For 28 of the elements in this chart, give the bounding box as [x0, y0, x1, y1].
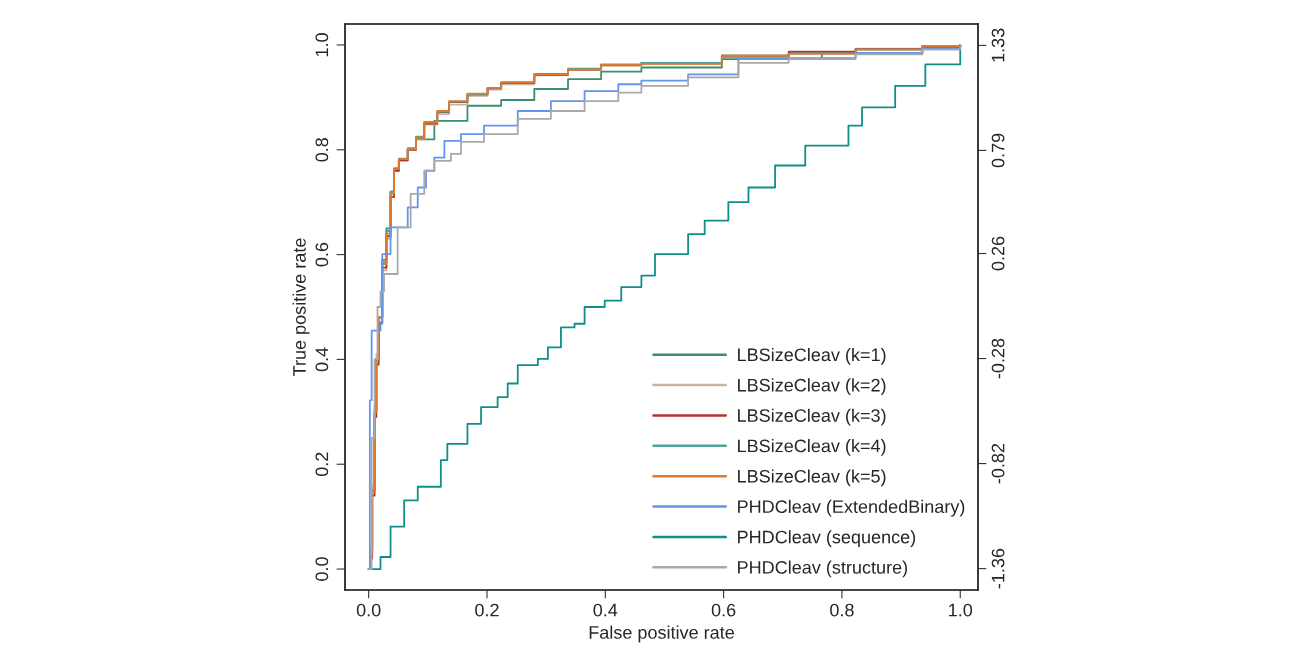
y-tick-label: 0.0: [315, 557, 329, 581]
y2-tick-label: -0.82: [991, 443, 1005, 484]
legend-label: LBSizeCleav (k=4): [738, 439, 886, 456]
x-tick-label: 0.2: [475, 603, 499, 617]
y2-tick-label: 0.26: [991, 236, 1005, 271]
x-axis-title: False positive rate: [589, 625, 734, 643]
legend-label: LBSizeCleav (k=3): [738, 408, 886, 426]
x-tick-label: 0.4: [593, 603, 618, 617]
legend-label: LBSizeCleav (k=2): [738, 378, 886, 396]
x-tick-label: 1.0: [949, 603, 973, 617]
y2-tick-label: 0.79: [991, 133, 1005, 168]
y-tick-label: 1.0: [315, 33, 329, 57]
x-tick-label: 0.0: [356, 603, 381, 617]
legend-label: LBSizeCleav (k=1): [738, 347, 886, 365]
legend-label: PHDCleav (structure): [738, 560, 908, 578]
x-tick-label: 0.8: [830, 603, 854, 617]
y-tick-label: 0.8: [315, 138, 329, 162]
y-tick-label: 0.2: [315, 452, 329, 477]
legend-label: PHDCleav (sequence): [738, 530, 916, 547]
y2-tick-label: -1.36: [991, 548, 1005, 589]
legend-label: LBSizeCleav (k=5): [738, 469, 886, 487]
y2-tick-label: -0.28: [991, 338, 1005, 379]
x-tick-label: 0.6: [711, 603, 736, 617]
y-axis-title: True positive rate: [292, 238, 310, 376]
y2-tick-label: 1.33: [991, 28, 1005, 62]
legend-label: PHDCleav (ExtendedBinary): [738, 499, 965, 517]
y-tick-label: 0.4: [315, 347, 329, 372]
y-tick-label: 0.6: [315, 242, 329, 267]
